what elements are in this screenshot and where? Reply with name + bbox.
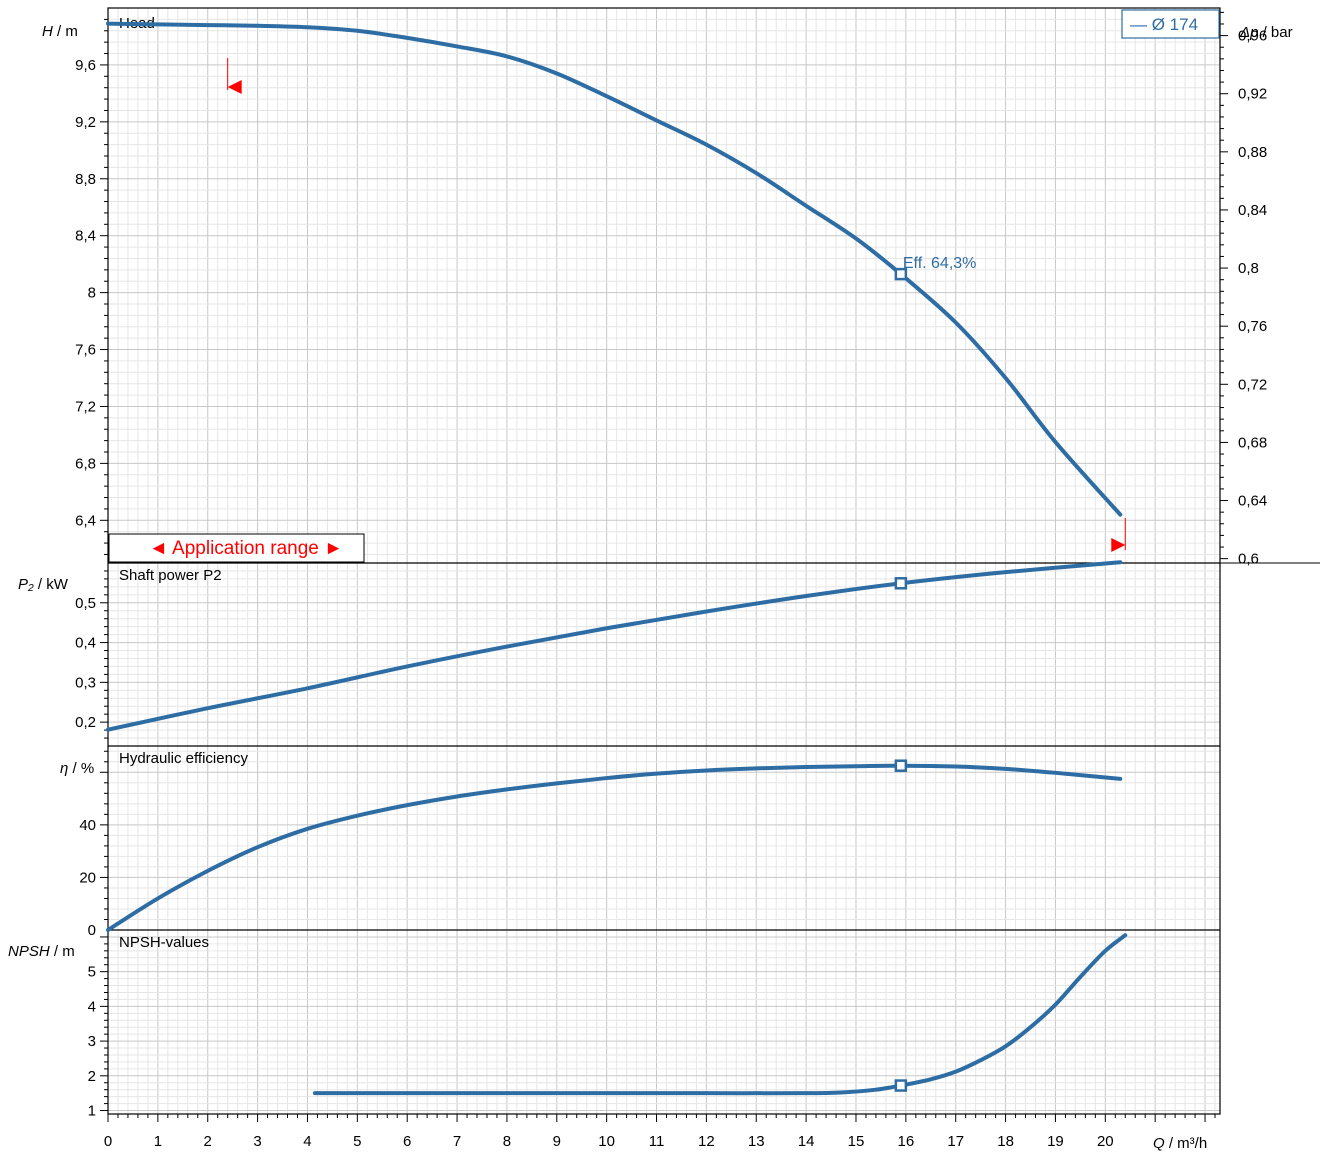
y-tick-label: 0,4 bbox=[75, 635, 96, 652]
duty-point-marker bbox=[894, 1079, 908, 1092]
y2-tick-label: 0,96 bbox=[1238, 28, 1267, 45]
y-axis-label-head: H / m bbox=[42, 23, 78, 40]
x-tick-label: 0 bbox=[104, 1133, 112, 1150]
panel-title-npsh: NPSH-values bbox=[119, 934, 209, 951]
y-tick-label: 6,4 bbox=[75, 512, 96, 529]
y-tick-label: 20 bbox=[79, 869, 96, 886]
x-tick-label: 12 bbox=[698, 1133, 715, 1150]
legend-box bbox=[1121, 9, 1220, 39]
y-tick-label: 3 bbox=[88, 1033, 96, 1050]
y-tick-label: 7,6 bbox=[75, 342, 96, 359]
x-tick-label: 9 bbox=[553, 1133, 561, 1150]
y2-tick-label: 0,92 bbox=[1238, 86, 1267, 103]
y-tick-label: 8 bbox=[88, 285, 96, 302]
power-curve bbox=[106, 560, 1123, 732]
x-tick-label: 2 bbox=[204, 1133, 212, 1150]
x-tick-label: 16 bbox=[898, 1133, 915, 1150]
application-range: ◄ Application range ► bbox=[108, 533, 365, 563]
duty-point-marker bbox=[894, 759, 908, 772]
y-tick-label: 2 bbox=[88, 1068, 96, 1085]
head-curve bbox=[106, 21, 1123, 517]
range-end-arrow bbox=[1111, 538, 1126, 552]
y-tick-label: 9,2 bbox=[75, 114, 96, 131]
frame bbox=[107, 7, 1320, 1115]
y-tick-label: 6,8 bbox=[75, 455, 96, 472]
application-range-label: ◄ Application range ► bbox=[149, 538, 343, 559]
legend: — Ø 174 bbox=[1121, 9, 1220, 39]
x-tick-label: 14 bbox=[798, 1133, 815, 1150]
duty-point-marker bbox=[894, 267, 908, 281]
y-tick-label: 4 bbox=[88, 998, 96, 1015]
y-tick-label: 1 bbox=[88, 1103, 96, 1120]
y-tick-label: 0,5 bbox=[75, 595, 96, 612]
y-tick-label: 0,3 bbox=[75, 674, 96, 691]
y2-axis-label-dp: Δp / bar bbox=[1239, 24, 1293, 41]
x-tick-label: 19 bbox=[1047, 1133, 1064, 1150]
y-axis-label-efficiency: η / % bbox=[60, 760, 94, 777]
legend-entry: — Ø 174 bbox=[1130, 15, 1198, 34]
application-range-box bbox=[108, 533, 365, 563]
y-tick-label: 8,8 bbox=[75, 171, 96, 188]
efficiency-annotation: Eff. 64,3% bbox=[903, 255, 977, 272]
duty-point-markers bbox=[894, 267, 908, 1092]
x-tick-label: 20 bbox=[1097, 1133, 1114, 1150]
y2-tick-label: 0,68 bbox=[1238, 434, 1267, 451]
panel-titles: Head Shaft power P2 Hydraulic efficiency… bbox=[119, 15, 248, 951]
x-tick-label: 13 bbox=[748, 1133, 765, 1150]
x-tick-label: 17 bbox=[947, 1133, 964, 1150]
efficiency-curve bbox=[106, 763, 1123, 932]
x-tick-label: 11 bbox=[649, 1133, 665, 1150]
x-tick-label: 4 bbox=[303, 1133, 311, 1150]
x-tick-label: 1 bbox=[154, 1133, 162, 1150]
y-tick-label: 8,4 bbox=[75, 228, 96, 245]
y2-tick-label: 0,64 bbox=[1238, 493, 1267, 510]
x-axis-label: Q / m³/h bbox=[1153, 1135, 1207, 1152]
y-axis-label-npsh: NPSH / m bbox=[8, 943, 75, 960]
x-tick-label: 10 bbox=[598, 1133, 615, 1150]
y2-tick-label: 0,8 bbox=[1238, 260, 1259, 277]
x-tick-label: 6 bbox=[403, 1133, 411, 1150]
y-tick-label: 7,2 bbox=[75, 398, 96, 415]
x-tick-label: 3 bbox=[253, 1133, 261, 1150]
y2-tick-label: 0,76 bbox=[1238, 318, 1267, 335]
npsh-curve bbox=[312, 933, 1128, 1096]
axes: Q / m³/h H / m Δp / bar P₂ / kW η / % NP… bbox=[8, 11, 1293, 1152]
duty-point-marker bbox=[894, 577, 908, 590]
y2-tick-label: 0,72 bbox=[1238, 376, 1267, 393]
panel-title-power: Shaft power P2 bbox=[119, 567, 222, 584]
range-start-arrow bbox=[227, 80, 242, 94]
plot-border bbox=[107, 7, 1221, 1115]
y-tick-label: 0 bbox=[88, 922, 96, 939]
x-tick-label: 15 bbox=[848, 1133, 865, 1150]
x-tick-label: 18 bbox=[997, 1133, 1014, 1150]
x-tick-label: 7 bbox=[453, 1133, 461, 1150]
y-tick-label: 40 bbox=[79, 817, 96, 834]
y-tick-label: 5 bbox=[88, 964, 96, 981]
y2-tick-label: 0,88 bbox=[1238, 144, 1267, 161]
x-tick-label: 8 bbox=[503, 1133, 511, 1150]
x-tick-label: 5 bbox=[353, 1133, 361, 1150]
y2-tick-label: 0,6 bbox=[1238, 551, 1259, 568]
y-axis-label-power: P₂ / kW bbox=[18, 576, 69, 593]
y2-tick-label: 0,84 bbox=[1238, 202, 1267, 219]
y-tick-label: 0,2 bbox=[75, 714, 96, 731]
y-tick-label: 9,6 bbox=[75, 57, 96, 74]
panel-title-efficiency: Hydraulic efficiency bbox=[119, 750, 248, 767]
